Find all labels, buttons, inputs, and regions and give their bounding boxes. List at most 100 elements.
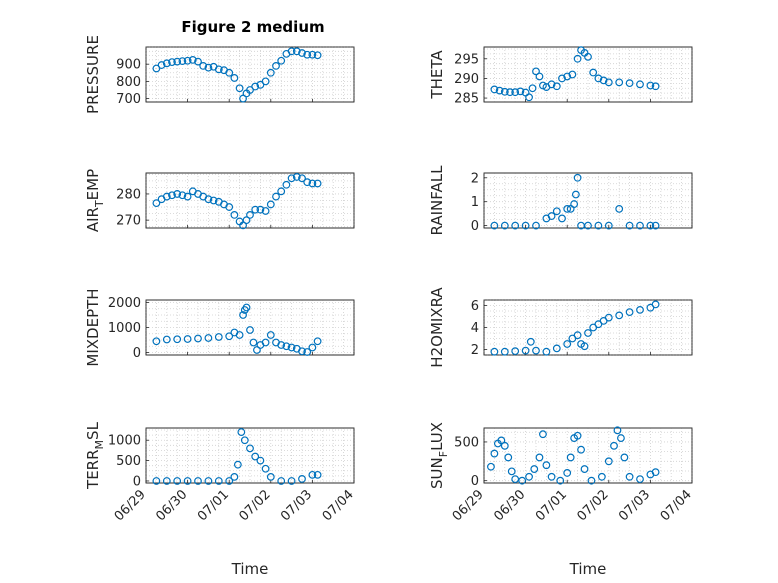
data-point (584, 329, 592, 337)
y-tick-label: 2 (471, 343, 479, 358)
data-point (573, 331, 582, 340)
data-point (204, 63, 213, 72)
data-point (556, 476, 565, 485)
data-point (308, 50, 317, 59)
data-point (225, 68, 234, 77)
data-point (497, 436, 506, 445)
subplot-h2omixra: 2 4 6 H2OMIXRA (428, 287, 693, 368)
data-point (256, 80, 265, 89)
data-point (528, 84, 537, 93)
data-point (584, 221, 592, 230)
data-point (500, 221, 509, 230)
data-point (539, 430, 547, 439)
data-point (615, 204, 624, 213)
data-point (277, 56, 286, 65)
data-point (511, 221, 520, 230)
data-point (490, 449, 499, 458)
data-point (573, 431, 582, 440)
data-point (214, 333, 223, 341)
data-point (313, 470, 322, 479)
data-point (552, 82, 561, 91)
axes-frame (145, 172, 355, 229)
data-point (287, 47, 296, 56)
data-point (597, 472, 606, 481)
data-point (152, 337, 161, 346)
y-tick-label: 800 (116, 75, 141, 90)
x-tick-label: 07/01 (195, 487, 232, 524)
data-point (636, 80, 644, 89)
data-point (292, 173, 301, 181)
data-point (251, 82, 260, 91)
x-tick-label: 07/04 (320, 487, 357, 524)
data-point (261, 77, 270, 86)
x-tick-label: 06/30 (491, 487, 528, 524)
y-axis-label: PRESSURE (84, 35, 102, 114)
y-tick-label: 4 (471, 321, 479, 336)
data-point (636, 221, 644, 230)
data-point (256, 205, 265, 214)
y-tick-label: 500 (116, 454, 141, 469)
data-point (651, 82, 660, 91)
data-point (239, 311, 247, 319)
data-point (303, 348, 312, 356)
y-tick-label: 0 (133, 346, 141, 361)
data-point (594, 74, 603, 83)
data-point (277, 477, 286, 485)
y-tick-label: 0 (471, 219, 479, 234)
y-axis-label: MIXDEPTH (84, 288, 102, 366)
data-point (651, 468, 660, 477)
data-point (617, 434, 625, 442)
data-point (251, 205, 260, 214)
data-point (313, 51, 322, 60)
data-point (199, 62, 208, 70)
data-point (526, 337, 535, 346)
data-point (266, 200, 275, 209)
data-point (490, 85, 499, 94)
data-point (563, 469, 572, 477)
data-point (636, 475, 644, 484)
data-point (636, 306, 644, 314)
data-point (558, 214, 566, 223)
data-point (500, 347, 509, 356)
data-point (573, 54, 582, 63)
data-point (542, 347, 551, 356)
data-point (500, 441, 509, 450)
data-point (266, 331, 275, 339)
data-point (518, 476, 527, 485)
data-point (188, 55, 197, 64)
data-point (162, 335, 171, 344)
axes-frame (483, 172, 693, 229)
subplot-theta: 285 290 295 THETA (428, 46, 693, 107)
data-point (266, 472, 275, 481)
data-point (308, 343, 317, 352)
data-point (162, 192, 171, 201)
data-point (547, 212, 556, 220)
data-point (613, 426, 622, 435)
data-point (194, 477, 202, 485)
data-point (563, 72, 572, 81)
data-point (521, 346, 530, 355)
data-point (261, 464, 270, 473)
data-point (516, 87, 525, 96)
data-point (173, 477, 182, 485)
data-point (511, 88, 520, 97)
data-point (298, 49, 306, 57)
x-tick-label: 07/04 (658, 487, 695, 524)
axes-frame (483, 427, 693, 484)
data-point (615, 78, 624, 87)
data-point (563, 204, 572, 213)
y-tick-label: 1000 (108, 434, 141, 449)
data-point (266, 68, 275, 77)
data-point (272, 62, 280, 70)
data-point (214, 477, 223, 485)
data-point (194, 57, 202, 66)
data-point (625, 472, 634, 481)
data-point (230, 211, 239, 219)
data-point (282, 342, 291, 351)
x-tick-label: 07/03 (278, 487, 315, 524)
data-point (570, 200, 579, 208)
data-point (625, 221, 634, 230)
